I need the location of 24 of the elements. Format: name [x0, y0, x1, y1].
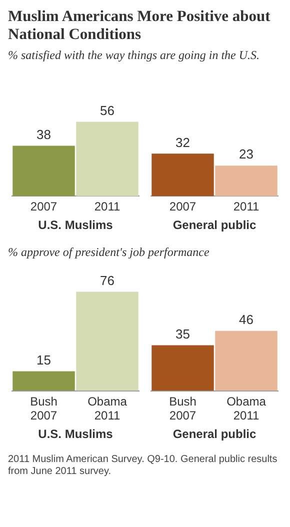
x-axis-title: General public	[172, 218, 256, 232]
x-tick-label: 2007	[169, 200, 196, 214]
chart-subtitle: % satisfied with the way things are going in the U.S.	[8, 48, 261, 63]
text: 2011 Muslim American Survey. Q9-10. General public results from June 2011 survey.	[8, 454, 278, 478]
x-axis-title: U.S. Muslims	[38, 427, 114, 442]
x-tick-label: Bush 2007	[30, 394, 58, 423]
x-tick-label: 2011	[94, 200, 120, 214]
data-label: 38	[36, 126, 51, 142]
data-label: 32	[176, 134, 190, 150]
chart-subtitle: % approve of president's job performance	[8, 245, 210, 260]
x-axis-title: General public	[172, 427, 256, 442]
data-label: 56	[100, 102, 114, 118]
data-label: 15	[36, 352, 51, 368]
data-label: 76	[100, 272, 114, 288]
x-tick-label: Obama 2011	[226, 394, 266, 423]
x-axis-title: U.S. Muslims	[38, 218, 114, 232]
x-tick-label: Obama 2011	[88, 394, 128, 423]
data-label: 35	[176, 326, 190, 342]
x-tick-label: 2007	[30, 200, 58, 214]
x-tick-label: Bush 2007	[169, 394, 196, 423]
x-tick-label: 2011	[233, 200, 260, 214]
data-label: 46	[239, 312, 254, 327]
chart-title: Muslim Americans More Positive about National Conditions	[8, 8, 272, 44]
data-label: 23	[239, 146, 254, 162]
